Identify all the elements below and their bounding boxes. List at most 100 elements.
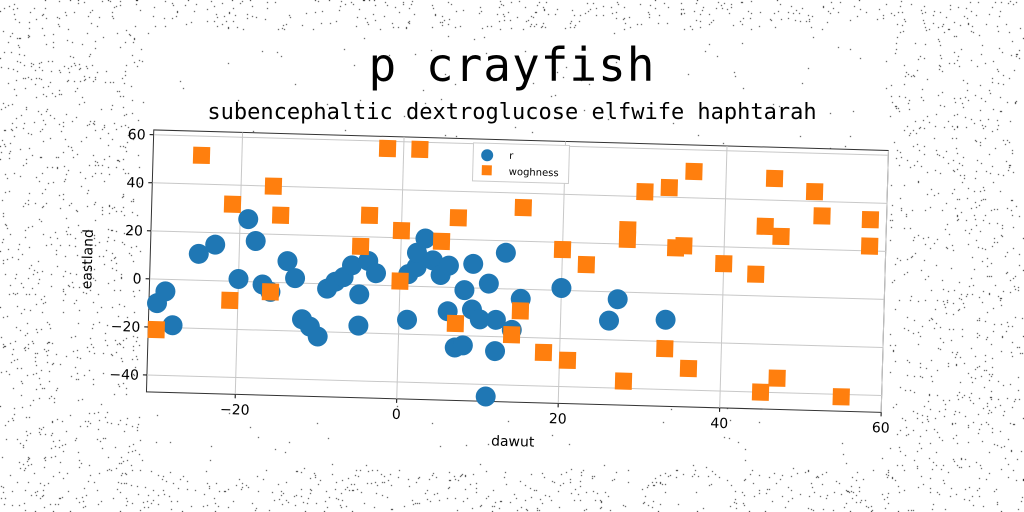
data-point-square <box>261 283 280 301</box>
x-grid-line <box>234 132 244 395</box>
x-axis-label: dawut <box>491 433 535 450</box>
data-point-circle <box>341 255 362 276</box>
data-point-square <box>432 232 451 251</box>
x-tick-label: 40 <box>710 416 728 432</box>
y-tick-label: −40 <box>109 367 139 384</box>
plot-area-group: −20 0 20 40 60 −40 −20 0 20 40 60 r woghness dawut… <box>79 127 890 451</box>
data-point-square <box>656 339 674 358</box>
data-point-square <box>446 314 465 333</box>
x-grid-line <box>880 150 889 413</box>
data-point-circle <box>277 251 298 272</box>
data-point-square <box>514 198 533 217</box>
data-point-circle <box>551 278 572 299</box>
data-point-square <box>805 182 824 201</box>
data-point-square <box>756 217 774 236</box>
data-point-square <box>768 369 786 387</box>
data-point-square <box>714 254 733 273</box>
y-tick-label: 60 <box>128 127 146 143</box>
data-point-square <box>813 207 831 225</box>
data-point-square <box>271 206 290 224</box>
data-point-square <box>192 146 211 165</box>
data-point-circle <box>348 315 369 336</box>
data-point-square <box>675 237 693 255</box>
data-point-circle <box>485 309 506 330</box>
legend-marker-woghness <box>481 165 492 176</box>
data-point-circle <box>245 230 266 251</box>
series-woghness <box>147 139 880 406</box>
data-point-square <box>411 140 429 159</box>
y-tick-label: 0 <box>132 271 141 287</box>
data-point-square <box>614 372 633 390</box>
data-point-square <box>392 221 411 240</box>
data-point-square <box>660 178 679 197</box>
data-point-circle <box>188 243 209 264</box>
data-point-square <box>832 388 850 406</box>
data-point-square <box>502 325 521 344</box>
y-grid-line <box>150 230 886 252</box>
data-point-square <box>747 265 765 283</box>
data-point-circle <box>495 242 516 263</box>
data-point-circle <box>469 309 490 330</box>
legend-label-r: r <box>509 151 514 162</box>
legend-label-woghness: woghness <box>509 167 559 179</box>
data-point-circle <box>454 280 475 301</box>
data-point-circle <box>307 326 328 347</box>
data-point-square <box>685 162 703 181</box>
data-point-square <box>378 139 397 158</box>
data-point-square <box>751 383 770 401</box>
data-point-circle <box>238 209 259 230</box>
data-point-square <box>577 255 596 274</box>
x-grid-line <box>396 136 405 399</box>
data-point-square <box>147 320 166 339</box>
data-point-square <box>553 240 572 259</box>
y-tick-label: −20 <box>110 319 140 336</box>
data-point-circle <box>415 228 436 249</box>
data-point-circle <box>349 284 370 305</box>
y-axis-label: eastland <box>79 229 97 290</box>
data-point-square <box>772 227 790 246</box>
chart-title: p crayfish <box>368 38 656 92</box>
data-point-square <box>636 183 654 201</box>
data-point-circle <box>205 234 226 255</box>
data-point-circle <box>406 257 427 278</box>
x-grid-line <box>719 145 728 408</box>
x-tick-label: 20 <box>549 411 567 427</box>
data-point-circle <box>452 335 473 356</box>
data-point-square <box>679 359 698 378</box>
x-tick-label: 0 <box>392 407 401 423</box>
data-point-square <box>221 291 239 310</box>
data-point-square <box>351 237 370 256</box>
data-point-square <box>391 272 409 290</box>
data-point-circle <box>155 281 176 302</box>
data-point-square <box>449 209 468 227</box>
chart-subtitle: subencephaltic dextroglucose elfwife hap… <box>207 100 817 125</box>
legend-box <box>471 142 571 185</box>
data-point-circle <box>463 253 484 274</box>
data-point-circle <box>607 289 628 310</box>
data-point-square <box>511 302 530 320</box>
data-point-square <box>860 237 879 255</box>
data-point-circle <box>397 309 418 330</box>
x-tick-label: −20 <box>220 402 250 419</box>
y-tick-label: 20 <box>125 223 143 239</box>
data-series <box>147 139 880 407</box>
data-point-circle <box>422 250 443 271</box>
grid-lines <box>146 132 889 413</box>
data-point-circle <box>228 268 249 289</box>
legend: r woghness <box>471 142 571 185</box>
data-point-square <box>360 206 379 225</box>
data-point-circle <box>478 273 499 294</box>
data-point-square <box>223 195 242 214</box>
data-point-circle <box>475 386 496 407</box>
y-tick-label: 40 <box>126 175 144 191</box>
data-point-square <box>618 230 637 249</box>
series-r <box>147 209 676 407</box>
data-point-circle <box>366 263 387 284</box>
axis-ticks: −20 0 20 40 60 −40 −20 0 20 40 60 <box>109 127 890 437</box>
data-point-square <box>534 343 553 362</box>
data-point-square <box>558 351 577 370</box>
x-tick-label: 60 <box>872 420 890 436</box>
legend-marker-r <box>481 149 494 162</box>
data-point-circle <box>485 341 506 362</box>
